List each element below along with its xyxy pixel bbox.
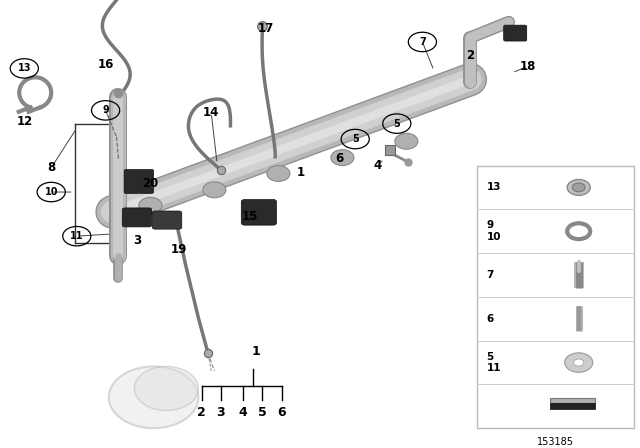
Text: 20: 20: [142, 177, 159, 190]
Text: 3: 3: [134, 234, 141, 247]
Text: 15: 15: [241, 210, 258, 223]
Text: 12: 12: [16, 115, 33, 128]
Text: 17: 17: [257, 22, 274, 35]
Text: 153185: 153185: [537, 437, 573, 447]
Circle shape: [267, 166, 290, 181]
Text: 9: 9: [102, 105, 109, 116]
Text: 9
10: 9 10: [486, 220, 501, 242]
Text: 16: 16: [97, 57, 114, 70]
Text: 5: 5: [258, 406, 267, 419]
FancyBboxPatch shape: [122, 208, 152, 227]
Text: 10: 10: [44, 187, 58, 197]
FancyBboxPatch shape: [241, 199, 276, 225]
Text: 5
11: 5 11: [486, 352, 501, 373]
Circle shape: [573, 359, 584, 366]
FancyBboxPatch shape: [477, 166, 634, 428]
Text: 1: 1: [252, 345, 260, 358]
Text: 13: 13: [486, 182, 501, 193]
Circle shape: [572, 183, 585, 192]
Text: 8: 8: [47, 161, 55, 174]
Circle shape: [203, 182, 226, 198]
Text: 1: 1: [297, 166, 305, 179]
Text: 4: 4: [374, 159, 381, 172]
Text: 11: 11: [70, 231, 84, 241]
Text: 6: 6: [277, 406, 286, 419]
Circle shape: [567, 223, 590, 239]
FancyBboxPatch shape: [152, 211, 182, 229]
Polygon shape: [550, 403, 595, 409]
Circle shape: [109, 366, 198, 428]
Circle shape: [134, 366, 198, 410]
Text: 7: 7: [419, 37, 426, 47]
Circle shape: [395, 134, 418, 149]
Text: 6: 6: [486, 314, 493, 324]
Text: 7: 7: [486, 270, 494, 280]
Text: 2: 2: [197, 406, 206, 419]
Text: 13: 13: [17, 64, 31, 73]
Polygon shape: [550, 398, 595, 403]
Text: 6: 6: [335, 152, 343, 165]
Text: 18: 18: [520, 60, 536, 73]
Text: 2: 2: [467, 49, 474, 62]
Circle shape: [139, 197, 162, 213]
Circle shape: [564, 353, 593, 372]
FancyBboxPatch shape: [124, 169, 154, 194]
Circle shape: [567, 180, 590, 195]
Circle shape: [331, 150, 354, 166]
Text: 5: 5: [394, 119, 400, 129]
Text: 3: 3: [216, 406, 225, 419]
Text: 19: 19: [171, 243, 188, 256]
FancyBboxPatch shape: [504, 25, 527, 41]
Text: 4: 4: [239, 406, 248, 419]
Text: 5: 5: [352, 134, 358, 144]
Text: 14: 14: [203, 106, 220, 119]
